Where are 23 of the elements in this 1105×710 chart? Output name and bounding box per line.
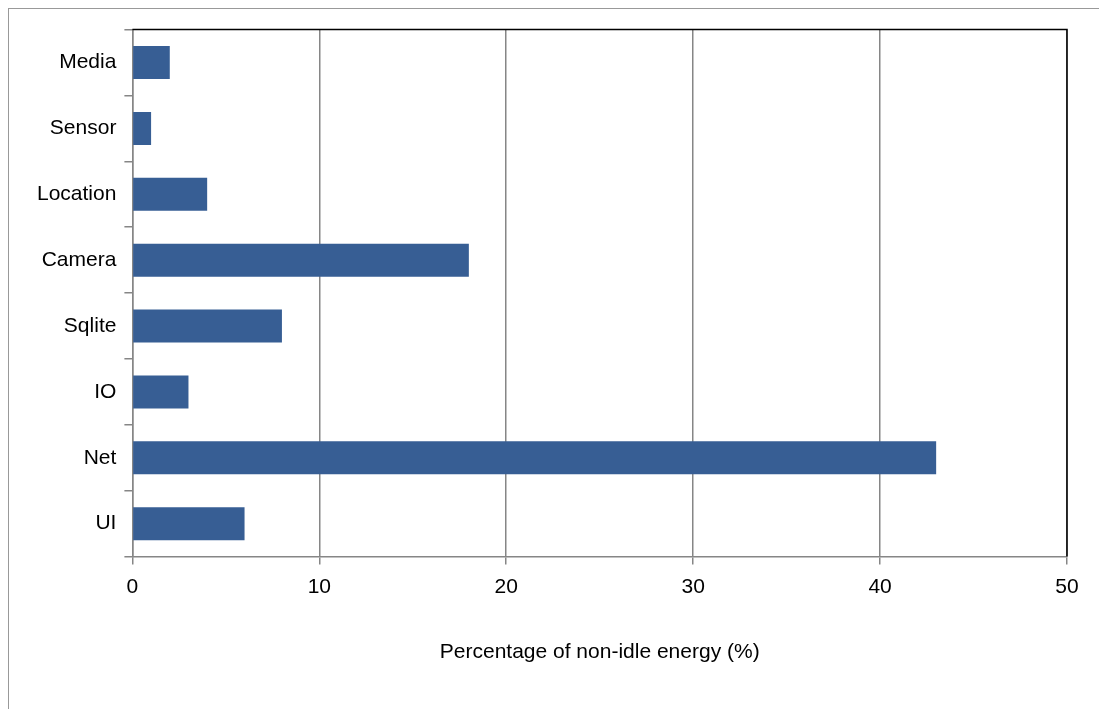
x-tick-label: 10 (307, 574, 331, 597)
bar (133, 177, 208, 211)
x-tick-label: 20 (494, 574, 518, 597)
bar (133, 243, 469, 277)
y-tick-label: Sensor (49, 115, 117, 139)
y-tick-label: Camera (41, 246, 117, 270)
x-axis-title: Percentage of non-idle energy (%) (439, 639, 760, 663)
bar (133, 111, 152, 145)
y-tick-label: IO (94, 378, 117, 402)
y-tick-label: Sqlite (63, 312, 117, 336)
bar (133, 309, 282, 343)
bar (133, 375, 189, 409)
x-tick-label: 50 (1055, 574, 1079, 597)
y-tick-label: Media (59, 49, 117, 73)
x-tick-label: 0 (126, 574, 139, 597)
bar (133, 507, 245, 541)
y-tick-label: Location (36, 181, 117, 205)
bar (133, 441, 937, 475)
x-tick-label: 40 (868, 574, 892, 597)
y-tick-label: Net (83, 444, 117, 468)
bar (133, 46, 170, 80)
x-tick-label: 30 (681, 574, 705, 597)
y-tick-label: UI (95, 510, 117, 534)
